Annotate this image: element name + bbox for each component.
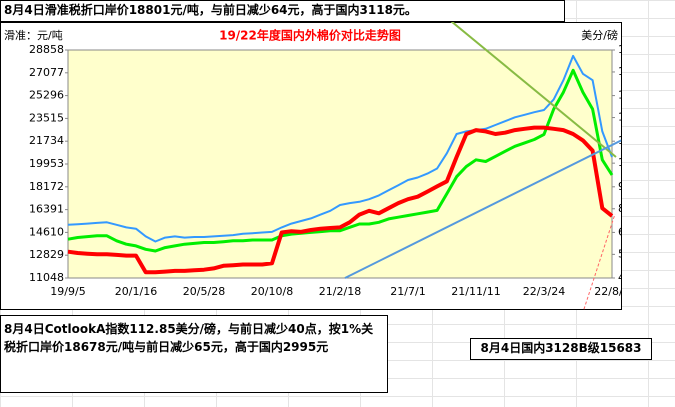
chart: 19/22年度国内外棉价对比走势图 滑准：元/吨 美分/磅 11048 12829…	[0, 22, 622, 310]
y2-tick-label: 148	[618, 89, 622, 102]
y-tick-label: 16391	[29, 203, 64, 216]
note-cotlook: 8月4日CotlookA指数112.85美分/磅，与前日减少40点，按1%关税折…	[0, 315, 388, 393]
y2-tick-label: 135	[618, 111, 622, 124]
series-line	[67, 68, 614, 253]
x-tick-label: 22/8/4	[594, 285, 622, 298]
y2-tick-label: 175	[618, 43, 622, 56]
x-tick-label: 22/3/24	[523, 285, 565, 298]
y2-tick-label: 54	[618, 247, 622, 260]
series-line	[67, 54, 613, 243]
trend-line	[344, 139, 622, 279]
x-tick-label: 19/9/5	[50, 285, 85, 298]
note-domestic: 8月4日国内3128B级15683	[470, 338, 652, 360]
x-tick-label: 20/5/28	[183, 285, 225, 298]
x-tick-label: 21/11/11	[451, 285, 500, 298]
chart-title: 19/22年度国内外棉价对比走势图	[219, 28, 401, 43]
pointer-line	[583, 213, 616, 310]
x-tick-label: 20/10/8	[251, 285, 293, 298]
y-axis-label: 滑准：元/吨	[4, 29, 63, 42]
y-tick-label: 19953	[29, 157, 64, 170]
y2-tick-label: 81	[618, 202, 622, 215]
y2-tick-label: 94	[618, 180, 622, 193]
y-tick-label: 18172	[29, 180, 64, 193]
plot-area	[67, 49, 613, 279]
y-tick-label: 12829	[29, 248, 64, 261]
y2-tick-label: 121	[618, 134, 622, 147]
y-tick-label: 28858	[29, 43, 64, 56]
x-tick-label: 20/1/16	[115, 285, 157, 298]
series-line	[67, 125, 614, 275]
x-tick-label: 21/7/1	[390, 285, 425, 298]
y2-tick-label: 162	[618, 65, 622, 78]
trend-line	[450, 22, 617, 158]
y2-tick-label: 67	[618, 225, 622, 238]
y-tick-label: 21734	[29, 134, 64, 147]
marks	[67, 54, 614, 275]
y2-axis-label: 美分/磅	[581, 28, 618, 42]
x-tick-label: 21/2/18	[319, 285, 361, 298]
y-tick-label: 25296	[29, 89, 64, 102]
y2-tick-label: 40	[618, 271, 622, 284]
y-tick-label: 23515	[29, 111, 64, 124]
y-tick-label: 27077	[29, 66, 64, 79]
note-top: 8月4日滑准税折口岸价18801元/吨，与前日减少64元，高于国内3118元。	[0, 0, 565, 22]
y-tick-label: 14610	[29, 225, 64, 238]
y2-tick-label: 108	[618, 156, 622, 169]
y-tick-label: 11048	[29, 271, 64, 284]
